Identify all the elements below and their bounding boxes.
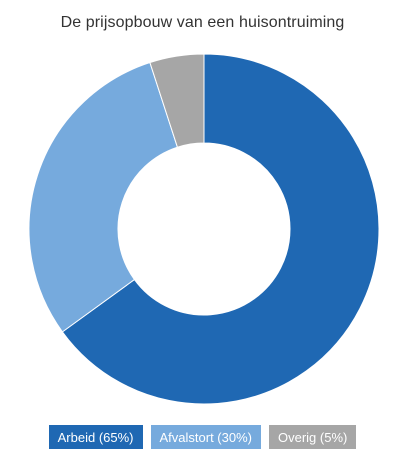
chart-title: De prijsopbouw van een huisontruiming (60, 14, 345, 31)
legend-item-arbeid[interactable]: Arbeid (65%) (48, 425, 143, 449)
legend: Arbeid (65%) Afvalstort (30%) Overig (5%… (0, 425, 405, 449)
legend-label-arbeid: Arbeid (65%) (57, 429, 134, 445)
slice-arbeid[interactable] (61, 53, 380, 405)
slice-overig[interactable] (149, 53, 205, 148)
slice-afvalstort[interactable] (28, 61, 179, 333)
donut-chart (28, 53, 380, 405)
legend-label-afvalstort: Afvalstort (30%) (159, 429, 252, 445)
legend-item-overig[interactable]: Overig (5%) (269, 425, 357, 449)
legend-item-afvalstort[interactable]: Afvalstort (30%) (150, 425, 261, 449)
legend-label-overig: Overig (5%) (278, 429, 348, 445)
